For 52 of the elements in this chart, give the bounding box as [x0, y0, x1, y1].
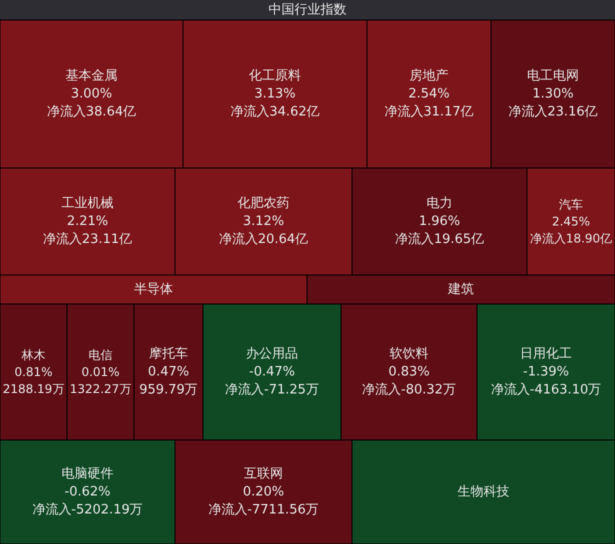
data-label: 净流入34.62亿: [230, 104, 320, 120]
category-label: 电工电网: [527, 68, 579, 84]
category-label: 化工原料: [249, 68, 301, 84]
data-label: 3.00%: [70, 86, 112, 102]
data-label: 净流入23.11亿: [42, 231, 132, 247]
data-label: 净流入-71.25万: [225, 382, 319, 398]
data-label: 净流入-4163.10万: [490, 382, 602, 398]
data-label: 净流入38.64亿: [46, 104, 136, 120]
data-label: 净流入-5202.19万: [32, 502, 143, 518]
category-label: 建筑: [447, 282, 474, 297]
category-label: 软饮料: [390, 346, 428, 362]
category-label: 办公用品: [246, 346, 298, 362]
text: 中国行业指数: [268, 2, 346, 18]
data-label: 净流入-7711.56万: [208, 502, 319, 518]
category-label: 生物科技: [458, 484, 510, 500]
data-label: 2188.19万: [2, 382, 64, 396]
data-label: 959.79万: [139, 382, 198, 398]
data-label: 2.54%: [408, 86, 450, 102]
data-label: -0.47%: [249, 364, 295, 380]
data-label: 2.21%: [66, 214, 108, 229]
category-label: 半导体: [134, 282, 173, 297]
data-label: 2.45%: [552, 214, 590, 228]
data-label: 净流入-80.32万: [362, 382, 456, 398]
data-label: 0.83%: [388, 364, 430, 380]
data-label: 净流入23.16亿: [508, 104, 598, 120]
data-label: 3.12%: [242, 214, 284, 229]
data-label: 净流入20.64亿: [218, 231, 308, 247]
category-label: 汽车: [559, 198, 583, 212]
data-label: 1322.27万: [70, 382, 132, 396]
category-label: 日用化工: [520, 346, 572, 362]
data-label: -0.62%: [64, 484, 110, 500]
category-label: 互联网: [244, 466, 283, 482]
data-label: -1.39%: [523, 364, 569, 380]
data-label: 0.20%: [242, 484, 284, 500]
data-label: 0.81%: [14, 365, 53, 379]
category-label: 电脑硬件: [62, 466, 114, 482]
data-label: 1.96%: [418, 214, 460, 229]
data-label: 0.01%: [81, 365, 120, 379]
category-label: 电力: [426, 196, 452, 211]
category-label: 林木: [20, 348, 46, 362]
data-label: 0.47%: [148, 364, 190, 380]
data-label: 净流入18.90亿: [530, 232, 612, 246]
category-label: 电信: [88, 348, 112, 362]
category-label: 工业机械: [62, 196, 114, 211]
category-label: 摩托车: [149, 346, 188, 362]
category-label: 基本金属: [66, 68, 118, 84]
category-label: 房地产: [410, 68, 448, 84]
data-label: 1.30%: [532, 86, 574, 102]
category-label: 化肥农药: [238, 196, 290, 211]
data-label: 净流入31.17亿: [384, 104, 474, 120]
data-label: 3.13%: [254, 86, 296, 102]
data-label: 净流入19.65亿: [394, 231, 484, 247]
